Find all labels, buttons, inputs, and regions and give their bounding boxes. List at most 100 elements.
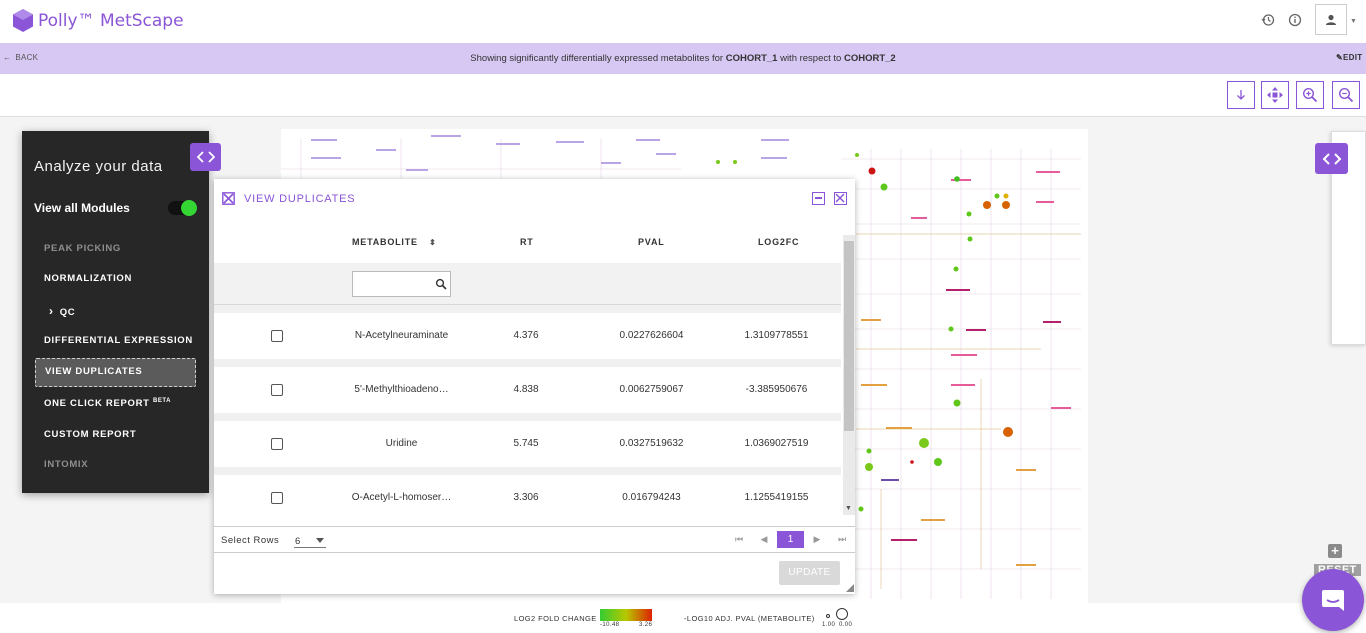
expand-right-panel-button[interactable]	[1315, 143, 1348, 174]
table-row[interactable]: O-Acetyl-L-homoser… 3.306 0.016794243 1.…	[214, 475, 841, 515]
update-button[interactable]: UPDATE	[779, 561, 840, 585]
column-header-metabolite[interactable]: METABOLITE ⬍	[352, 237, 437, 247]
row-checkbox[interactable]	[271, 330, 283, 342]
zoom-out-icon	[1338, 87, 1354, 103]
row-checkbox[interactable]	[271, 492, 283, 504]
fold-change-min: -10.48	[600, 622, 620, 628]
cell-metabolite: Uridine	[385, 438, 418, 449]
move-icon	[1267, 87, 1283, 103]
module-view-duplicates-highlight	[35, 358, 196, 387]
cell-log2fc: -3.385950676	[745, 384, 808, 395]
history-icon[interactable]	[1260, 12, 1276, 28]
module-intomix[interactable]: INTOMIX	[44, 459, 89, 470]
chevron-down-icon	[316, 538, 324, 543]
back-button[interactable]: ← BACK	[3, 53, 38, 62]
polly-hexagon-icon	[13, 9, 33, 32]
fold-change-legend-label: LOG2 FOLD CHANGE	[514, 614, 597, 623]
column-header-log2fc[interactable]: LOG2FC	[758, 237, 800, 247]
analysis-panel-title: Analyze your data	[34, 158, 163, 175]
code-brackets-icon	[1322, 152, 1341, 165]
scrollbar-thumb[interactable]	[844, 241, 854, 431]
cell-metabolite: 5'-Methylthioadeno…	[354, 384, 449, 395]
module-one-click-report-label: ONE CLICK REPORT	[44, 398, 150, 410]
cohort-a: COHORT_1	[725, 53, 778, 64]
cell-rt: 4.376	[513, 330, 539, 341]
info-icon[interactable]	[1287, 12, 1303, 28]
download-icon	[1237, 90, 1245, 100]
prev-page-icon[interactable]: ◀	[760, 534, 768, 544]
cell-pval: 0.0327519632	[619, 438, 684, 449]
resize-handle-icon[interactable]	[846, 584, 854, 592]
cell-metabolite: O-Acetyl-L-homoser…	[351, 492, 452, 503]
sort-icon[interactable]: ⬍	[429, 238, 437, 247]
module-one-click-report[interactable]: ONE CLICK REPORT BETA	[44, 398, 171, 409]
cohort-b: COHORT_2	[843, 53, 896, 64]
analysis-panel: Analyze your data View all Modules PEAK …	[22, 131, 221, 493]
cell-pval: 0.016794243	[622, 492, 681, 503]
comparison-bar: ← BACK Showing significantly differentia…	[0, 43, 1366, 74]
scroll-down-icon[interactable]: ▼	[845, 505, 852, 512]
app-logo[interactable]: Polly™ MetScape	[12, 8, 184, 33]
module-peak-picking[interactable]: PEAK PICKING	[44, 243, 122, 254]
rows-per-page-select[interactable]: 6	[294, 533, 326, 548]
cell-rt: 4.838	[513, 384, 539, 395]
module-normalization[interactable]: NORMALIZATION	[44, 273, 133, 284]
module-custom-report[interactable]: CUSTOM REPORT	[44, 429, 137, 440]
table-row[interactable]: N-Acetylneuraminate 4.376 0.0227626604 1…	[214, 313, 841, 359]
pencil-icon: ✎	[1336, 53, 1344, 62]
view-all-modules-toggle[interactable]	[168, 200, 197, 216]
pan-button[interactable]	[1261, 81, 1289, 109]
module-view-duplicates[interactable]: VIEW DUPLICATES	[45, 366, 143, 377]
edit-button[interactable]: ✎EDIT	[1336, 53, 1362, 62]
column-header-metabolite-label: METABOLITE	[352, 237, 418, 247]
cell-pval: 0.0227626604	[619, 330, 684, 341]
beta-badge: BETA	[153, 398, 171, 404]
metabolite-search-input[interactable]	[355, 272, 431, 296]
map-legend: LOG2 FOLD CHANGE -10.48 3.26 -LOG10 ADJ.…	[0, 603, 1366, 633]
download-button[interactable]	[1227, 81, 1255, 109]
cell-log2fc: 1.0369027519	[744, 438, 809, 449]
duplicates-table-body: N-Acetylneuraminate 4.376 0.0227626604 1…	[214, 305, 841, 515]
last-page-icon[interactable]: ⏭	[837, 534, 847, 544]
next-page-icon[interactable]: ▶	[813, 534, 821, 544]
rows-per-page-value: 6	[295, 536, 301, 547]
table-scrollbar[interactable]: ▼	[843, 235, 855, 515]
comparison-middle: with respect to	[777, 53, 844, 64]
duplicates-icon	[222, 192, 235, 205]
view-duplicates-dialog: VIEW DUPLICATES METABOLITE ⬍ RT PVAL LOG…	[214, 179, 855, 594]
large-circle-icon	[836, 608, 848, 620]
module-qc[interactable]: › QC	[49, 304, 75, 318]
zoom-in-button[interactable]	[1296, 81, 1324, 109]
dialog-title: VIEW DUPLICATES	[244, 193, 356, 205]
column-header-rt[interactable]: RT	[520, 237, 534, 247]
chat-support-button[interactable]	[1302, 569, 1364, 631]
close-x-glyph	[835, 193, 845, 203]
row-checkbox[interactable]	[271, 384, 283, 396]
module-differential-expression[interactable]: DIFFERENTIAL EXPRESSION	[44, 335, 193, 346]
column-header-pval[interactable]: PVAL	[638, 237, 665, 247]
first-page-icon[interactable]: ⏮	[734, 534, 744, 544]
collapse-panel-button[interactable]	[190, 143, 221, 171]
cell-log2fc: 1.3109778551	[744, 330, 809, 341]
table-row[interactable]: Uridine 5.745 0.0327519632 1.0369027519	[214, 421, 841, 467]
row-checkbox[interactable]	[271, 438, 283, 450]
table-row[interactable]: 5'-Methylthioadeno… 4.838 0.0062759067 -…	[214, 367, 841, 413]
fold-change-max: 3.26	[639, 622, 653, 628]
pval-legend-label: -LOG10 ADJ. PVAL (METABOLITE)	[684, 614, 815, 623]
close-icon[interactable]	[834, 192, 847, 205]
back-label: BACK	[15, 53, 39, 62]
user-icon	[1326, 14, 1336, 25]
comparison-prefix: Showing significantly differentially exp…	[470, 53, 726, 64]
minimize-icon[interactable]	[812, 192, 825, 205]
map-toolbar	[0, 74, 1366, 117]
user-menu-caret-icon[interactable]: ▼	[1350, 18, 1357, 25]
user-menu-button[interactable]	[1315, 4, 1347, 35]
search-icon[interactable]	[435, 278, 447, 290]
current-page-button[interactable]: 1	[777, 531, 804, 548]
small-circle-icon	[826, 614, 830, 618]
select-rows-label: Select Rows	[221, 535, 280, 546]
code-brackets-icon	[196, 151, 215, 163]
zoom-out-button[interactable]	[1332, 81, 1360, 109]
module-qc-label: QC	[59, 307, 76, 318]
add-button[interactable]: +	[1328, 544, 1342, 558]
